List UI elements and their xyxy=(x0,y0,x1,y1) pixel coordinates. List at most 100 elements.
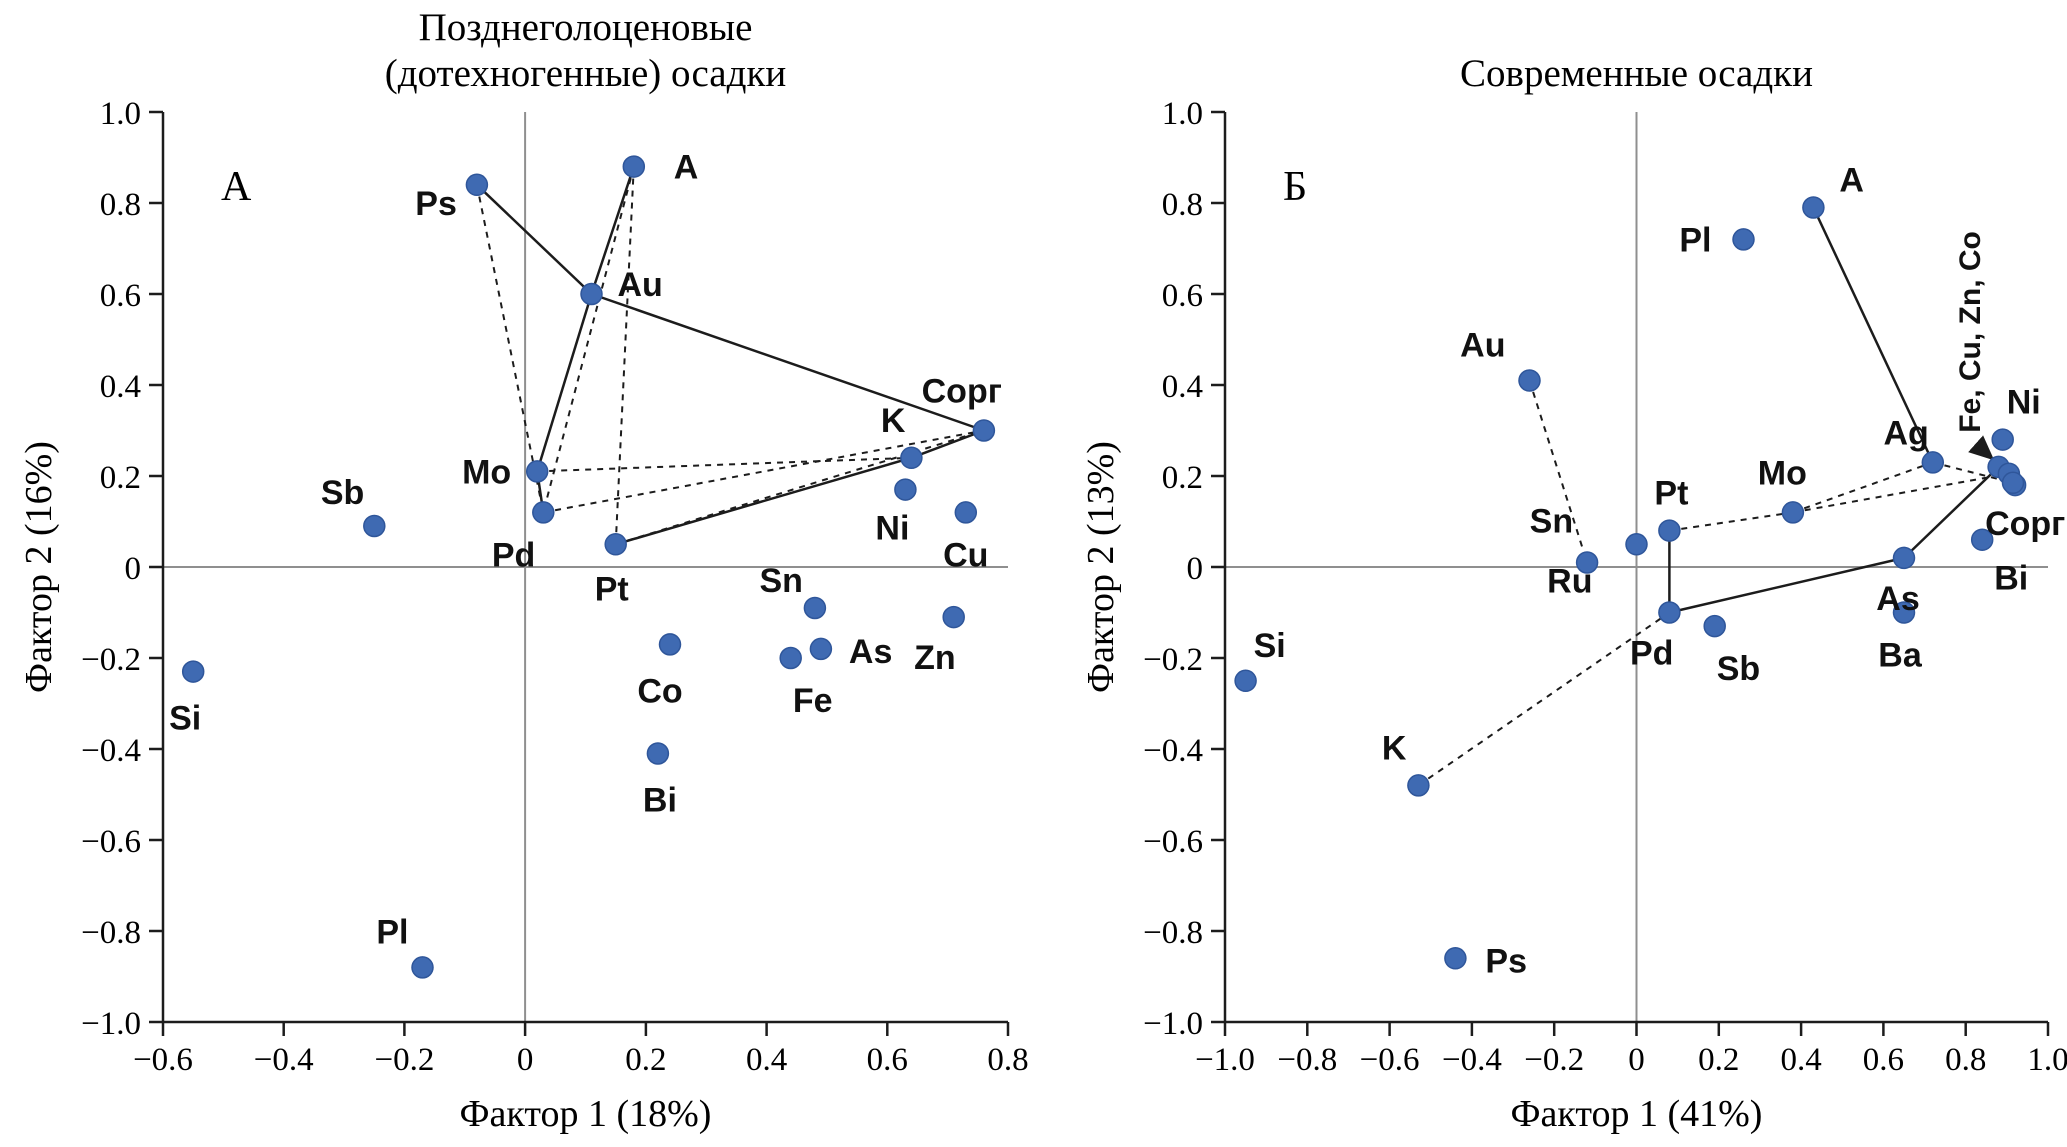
solid-connector xyxy=(615,456,912,546)
data-point-Fe xyxy=(779,646,802,670)
y-tick-label: 0.2 xyxy=(100,460,141,496)
point-label-Mo: Mo xyxy=(462,453,511,491)
y-axis-title: Фактор 2 (16%) xyxy=(18,441,60,693)
data-point-A xyxy=(1802,196,1825,219)
x-tick-label: 0.4 xyxy=(1780,1042,1821,1078)
point-label-Ps: Ps xyxy=(1485,942,1527,980)
point-label-Au: Au xyxy=(1460,327,1505,365)
y-tick-label: 0.8 xyxy=(1162,187,1203,223)
y-tick-label: −0.2 xyxy=(81,642,141,678)
point-label-Cu: Cu xyxy=(943,536,988,574)
data-point-Co xyxy=(658,633,682,656)
point-label-A: A xyxy=(1839,162,1864,200)
x-tick-label: 0.8 xyxy=(1945,1042,1986,1078)
point-label-Co: Co xyxy=(637,672,682,710)
solid-connector xyxy=(591,292,985,432)
data-point-A xyxy=(622,155,646,178)
x-tick-label: −0.6 xyxy=(1360,1042,1420,1078)
data-point-Pd xyxy=(1658,601,1681,624)
y-axis-title: Фактор 2 (13%) xyxy=(1080,441,1122,693)
dashed-connector xyxy=(1932,461,2014,484)
point-label-Pt: Pt xyxy=(595,570,629,608)
y-axis: 1.0 0.8 0.6 0.4 0.2 0 −0.2 −0.4 −0.6 −0.8 −1.0 xyxy=(81,96,165,1042)
dashed-connector xyxy=(1528,380,1589,563)
point-label-Bi: Bi xyxy=(1994,560,2028,598)
solid-connector xyxy=(910,429,985,459)
data-point-Si xyxy=(181,660,205,683)
panel-B: 1.0 0.8 0.6 0.4 0.2 0 −0.2 −0.4 −0.6 −0.8 −1.0−1.0… xyxy=(1080,52,2067,1135)
chart-title-line: Современные осадки xyxy=(1460,52,1813,95)
y-tick-label: 0.6 xyxy=(1162,278,1203,314)
solid-connector xyxy=(1903,465,2000,559)
point-label-Сорг: Сорг xyxy=(1985,505,2065,543)
dashed-connector xyxy=(475,184,545,513)
data-point-Bi xyxy=(1970,528,1994,551)
dashed-connector xyxy=(537,456,912,473)
y-tick-label: −1.0 xyxy=(81,1006,141,1042)
solid-connector xyxy=(476,183,593,295)
solid-connector xyxy=(1669,556,1905,614)
x-tick-label: 0.4 xyxy=(746,1042,787,1078)
y-tick-label: 0.4 xyxy=(1162,369,1203,405)
dashed-connector xyxy=(1669,511,1794,532)
data-point-Sb xyxy=(1703,614,1726,638)
data-point-Pt xyxy=(604,533,627,556)
x-tick-label: 1.0 xyxy=(2027,1042,2067,1078)
point-label-Pd: Pd xyxy=(1630,635,1673,673)
point-label-Si: Si xyxy=(169,700,201,738)
point-label-Сорг: Сорг xyxy=(922,373,1002,411)
dashed-connector xyxy=(614,166,635,545)
point-label-Ag: Ag xyxy=(1883,414,1928,452)
point-label-Sb: Sb xyxy=(1717,650,1760,688)
data-point-As xyxy=(809,637,833,661)
data-point-Sn xyxy=(1575,551,1599,574)
dashed-connector xyxy=(1792,461,1934,514)
rotated-annotation: Fe, Cu, Zn, Co xyxy=(1954,231,1987,433)
point-label-K: K xyxy=(881,402,906,440)
dashed-connector xyxy=(1792,472,2010,514)
x-tick-label: −0.2 xyxy=(1524,1042,1584,1078)
y-tick-label: −0.6 xyxy=(81,824,141,860)
point-label-Ni: Ni xyxy=(2007,384,2041,422)
x-axis: −0.6 −0.4 −0.2 0 0.2 0.4 0.6 0.8 xyxy=(133,1020,1029,1078)
y-tick-label: −0.4 xyxy=(81,733,141,769)
x-axis-title: Фактор 1 (18%) xyxy=(460,1093,712,1135)
data-point-Ru xyxy=(1625,533,1648,556)
y-axis: 1.0 0.8 0.6 0.4 0.2 0 −0.2 −0.4 −0.6 −0.8 −1.0 xyxy=(1143,96,1227,1042)
point-label-Au: Au xyxy=(618,266,663,304)
dashed-connector xyxy=(1417,611,1670,787)
y-tick-label: −0.8 xyxy=(1143,915,1203,951)
data-point-Pt xyxy=(1658,519,1681,542)
data-point-Ps xyxy=(1444,947,1467,970)
data-point-Mo xyxy=(525,460,549,483)
chart-title-line: (дотехногенные) осадки xyxy=(385,52,787,95)
data-point-K xyxy=(1407,774,1430,797)
x-tick-label: −0.2 xyxy=(374,1042,434,1078)
x-tick-label: 0.6 xyxy=(1863,1042,1904,1078)
point-label-As: As xyxy=(849,633,892,671)
annotation-arrow xyxy=(1968,435,1995,461)
x-axis-title: Фактор 1 (41%) xyxy=(1511,1093,1763,1135)
data-point-Pd xyxy=(532,501,555,524)
x-tick-label: 0.6 xyxy=(867,1042,908,1078)
point-label-Ba: Ba xyxy=(1878,637,1923,675)
data-point-Au xyxy=(1518,369,1541,392)
data-point-Au xyxy=(580,282,603,306)
x-tick-label: 0 xyxy=(1628,1042,1645,1078)
point-label-Ps: Ps xyxy=(415,185,457,223)
y-tick-label: 0.6 xyxy=(100,278,141,314)
point-label-Ru: Ru xyxy=(1547,562,1592,600)
data-point-Ba xyxy=(1892,601,1916,624)
point-label-Sb: Sb xyxy=(321,474,364,512)
solid-connector xyxy=(1812,206,1934,463)
point-label-Pt: Pt xyxy=(1654,475,1688,513)
chart-title-line: Позднеголоценовые xyxy=(419,6,753,49)
data-point-Si xyxy=(1234,669,1257,693)
y-tick-label: 0 xyxy=(125,551,142,587)
point-label-Fe: Fe xyxy=(793,682,833,720)
y-tick-label: 0.2 xyxy=(1162,460,1203,496)
y-tick-label: −0.2 xyxy=(1143,642,1203,678)
x-tick-label: −0.8 xyxy=(1277,1042,1337,1078)
data-point-Bi xyxy=(646,742,670,765)
